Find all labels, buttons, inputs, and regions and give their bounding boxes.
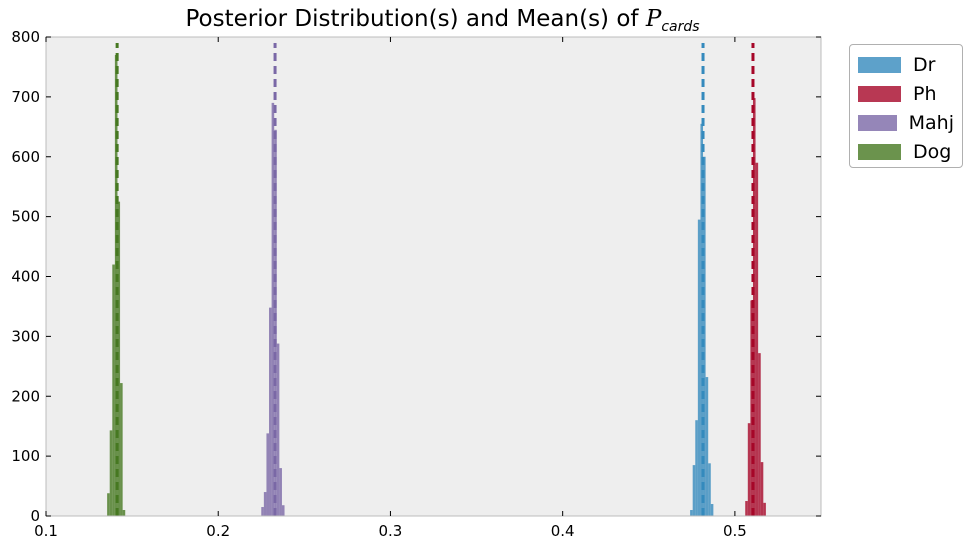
- y-tick-label: 800: [11, 28, 40, 46]
- histogram-bar: [708, 463, 711, 516]
- histogram-bar: [112, 264, 115, 516]
- legend-item: Dr: [858, 50, 954, 79]
- y-tick-label: 400: [11, 268, 40, 286]
- histogram-bar: [120, 383, 123, 516]
- x-tick-label: 0.3: [379, 522, 403, 540]
- histogram-bar: [266, 433, 270, 516]
- histogram-bar: [705, 377, 709, 516]
- legend-item: Mahj: [858, 108, 954, 137]
- legend-label: Dr: [913, 53, 936, 76]
- histogram-bar: [695, 420, 698, 516]
- legend-item: Dog: [858, 137, 954, 166]
- histogram-bar: [276, 343, 280, 516]
- histogram-bar: [760, 462, 764, 516]
- chart-legend: Dr Ph Mahj Dog: [849, 44, 963, 168]
- y-tick-label: 500: [11, 208, 40, 226]
- histogram-bar: [261, 507, 264, 516]
- histogram-bar: [263, 492, 267, 516]
- legend-label: Mahj: [908, 111, 954, 134]
- x-tick-label: 0.5: [723, 522, 747, 540]
- histogram-bar: [269, 307, 272, 516]
- chart-title-subscript: cards: [661, 19, 700, 35]
- histogram-bar: [271, 102, 275, 517]
- histogram-bar: [697, 219, 701, 516]
- histogram-bar: [117, 201, 121, 516]
- x-tick-label: 0.4: [551, 522, 575, 540]
- histogram-bar: [692, 465, 696, 516]
- legend-item: Ph: [858, 79, 954, 108]
- histogram-bar: [747, 423, 751, 516]
- y-tick-label: 200: [11, 387, 40, 405]
- legend-swatch: [858, 85, 901, 102]
- legend-swatch: [858, 143, 901, 160]
- histogram-bar: [763, 502, 766, 516]
- histogram-bar: [758, 353, 761, 516]
- histogram-bar: [745, 501, 748, 516]
- legend-label: Dog: [913, 140, 952, 163]
- y-tick-label: 0: [30, 507, 40, 525]
- histogram-bar: [109, 430, 113, 516]
- y-tick-label: 100: [11, 447, 40, 465]
- x-tick-label: 0.2: [206, 522, 230, 540]
- chart-title: Posterior Distribution(s) and Mean(s) of…: [0, 6, 885, 35]
- histogram-bar: [690, 510, 693, 516]
- histogram-bar: [281, 505, 285, 516]
- histogram-bar: [114, 54, 118, 517]
- chart-title-text: Posterior Distribution(s) and Mean(s) of: [185, 6, 646, 32]
- y-tick-label: 700: [11, 88, 40, 106]
- legend-swatch: [858, 56, 901, 73]
- histogram-bar: [279, 468, 282, 516]
- legend-label: Ph: [913, 82, 937, 105]
- histogram-bar: [274, 129, 277, 516]
- plot-area: [46, 37, 821, 516]
- histogram-bar: [710, 504, 714, 516]
- histogram-bar: [122, 510, 126, 516]
- y-tick-label: 600: [11, 148, 40, 166]
- histogram-bar: [755, 162, 759, 517]
- legend-swatch: [858, 114, 897, 131]
- x-tick-label: 0.1: [34, 522, 58, 540]
- chart-title-symbol: P: [645, 6, 662, 32]
- histogram-bar: [703, 156, 706, 516]
- histogram-bar: [107, 493, 110, 516]
- y-tick-label: 300: [11, 327, 40, 345]
